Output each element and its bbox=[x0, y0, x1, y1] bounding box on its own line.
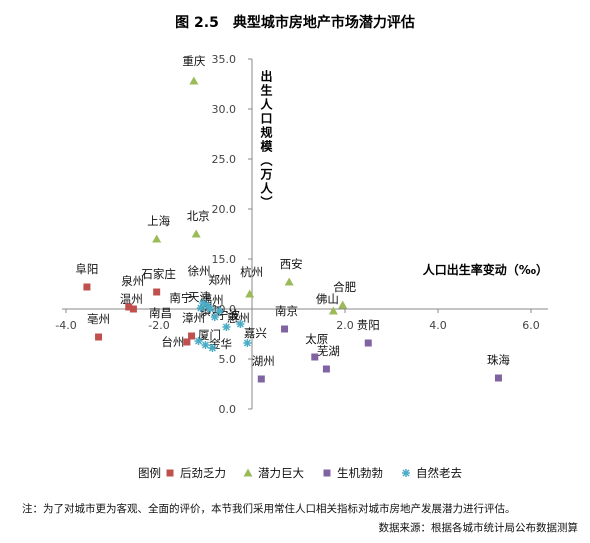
point-label: 温州 bbox=[120, 292, 143, 306]
point-marker-square bbox=[153, 288, 161, 296]
x-tick-label: 4.0 bbox=[429, 319, 447, 332]
point-label: 徐州 bbox=[188, 264, 211, 278]
point-marker-asterisk bbox=[206, 305, 215, 313]
point-marker-asterisk bbox=[196, 304, 205, 312]
point-marker-triangle bbox=[338, 300, 348, 309]
point-marker-square bbox=[183, 338, 191, 346]
footnote: 注：为了对城市更为客观、全面的评价，本节我们采用常住人口相关指标对城市房地产发展… bbox=[22, 502, 516, 515]
point-marker-asterisk bbox=[222, 323, 231, 331]
legend-title: 图例 bbox=[138, 466, 161, 480]
y-axis-label: 出生人口规模（万人） bbox=[259, 69, 273, 210]
point-label: 漳州 bbox=[182, 311, 205, 325]
point-marker-square bbox=[311, 353, 319, 361]
point-marker-asterisk bbox=[210, 313, 219, 321]
point-marker-square bbox=[125, 303, 133, 311]
point-label: 嘉兴 bbox=[244, 326, 267, 340]
point-marker-asterisk bbox=[236, 320, 245, 328]
point-label: 厦门 bbox=[198, 328, 221, 342]
point-marker-triangle bbox=[191, 229, 201, 238]
x-tick-label: -4.0 bbox=[55, 319, 76, 332]
point-marker-asterisk bbox=[243, 339, 252, 347]
point-label: 惠州 bbox=[227, 311, 250, 325]
legend-item-label: 自然老去 bbox=[416, 466, 462, 480]
x-tick-label: 6.0 bbox=[522, 319, 540, 332]
point-marker-triangle bbox=[328, 306, 338, 315]
point-label: 杭州 bbox=[240, 265, 263, 279]
y-tick-label: 30.0 bbox=[212, 103, 237, 116]
point-marker-square bbox=[83, 283, 91, 291]
point-label: 北京 bbox=[187, 209, 210, 223]
point-marker-triangle bbox=[284, 277, 294, 286]
point-marker-asterisk bbox=[215, 307, 224, 315]
point-label: 西安 bbox=[280, 257, 303, 271]
point-marker-square bbox=[323, 469, 331, 477]
point-marker-square bbox=[322, 365, 330, 373]
point-label: 重庆 bbox=[182, 54, 205, 68]
y-tick-label: 0.0 bbox=[219, 403, 237, 416]
point-marker-asterisk bbox=[194, 337, 203, 345]
point-label: 南昌 bbox=[149, 306, 172, 320]
point-marker-square bbox=[257, 375, 265, 383]
x-tick-label: 2.0 bbox=[336, 319, 354, 332]
point-label: 泉州 bbox=[121, 274, 144, 288]
y-tick-label: 20.0 bbox=[212, 203, 237, 216]
y-tick-label: 5.0 bbox=[219, 353, 237, 366]
data-source: 数据来源：根据各城市统计局公布数据测算 bbox=[379, 521, 579, 534]
point-label: 亳州 bbox=[87, 312, 110, 326]
legend-item-label: 潜力巨大 bbox=[258, 466, 304, 480]
point-label: 佛山 bbox=[316, 292, 339, 306]
point-marker-triangle bbox=[245, 289, 255, 298]
point-marker-square bbox=[188, 332, 196, 340]
point-marker-asterisk bbox=[201, 341, 210, 349]
point-label: 湖州 bbox=[252, 354, 275, 368]
point-marker-square bbox=[129, 305, 137, 313]
legend: 图例 后劲乏力 潜力巨大 生机勃勃 自然老去 bbox=[138, 466, 462, 480]
point-marker-square bbox=[494, 374, 502, 382]
legend-item-label: 生机勃勃 bbox=[337, 466, 383, 480]
point-marker-square bbox=[364, 339, 372, 347]
point-marker-triangle bbox=[243, 468, 253, 477]
point-label: 太原 bbox=[305, 332, 328, 346]
chart-title: 图 2.5 典型城市房地产市场潜力评估 bbox=[175, 14, 415, 31]
point-label: 芜湖 bbox=[317, 344, 340, 358]
point-label: 贵阳 bbox=[357, 318, 380, 332]
point-label: 上海 bbox=[147, 214, 170, 228]
y-tick-label: 35.0 bbox=[212, 53, 237, 66]
point-marker-asterisk bbox=[208, 344, 217, 352]
point-marker-square bbox=[166, 469, 174, 477]
point-marker-asterisk bbox=[402, 469, 410, 477]
data-points bbox=[83, 76, 502, 383]
point-label: 合肥 bbox=[333, 280, 356, 294]
point-marker-triangle bbox=[189, 76, 199, 85]
point-label: 天津 bbox=[188, 290, 211, 304]
x-tick-label: -2.0 bbox=[148, 319, 169, 332]
x-axis-label: 人口出生率变动（‰） bbox=[423, 262, 548, 277]
point-label: 珠海 bbox=[487, 353, 510, 367]
point-marker-square bbox=[281, 325, 289, 333]
point-label: 郑州 bbox=[208, 273, 231, 287]
point-label: 石家庄 bbox=[141, 267, 176, 281]
legend-item-label: 后劲乏力 bbox=[180, 466, 226, 480]
point-label: 南宁 bbox=[169, 291, 192, 305]
point-label: 南京 bbox=[275, 304, 298, 318]
axes: -4.0 -2.0 2.0 4.0 6.00.05.010.015.020.025.03… bbox=[55, 53, 548, 416]
point-label: 阜阳 bbox=[75, 262, 98, 276]
point-marker-triangle bbox=[152, 234, 162, 243]
point-label: 台州 bbox=[161, 335, 184, 349]
point-marker-square bbox=[95, 333, 103, 341]
y-tick-label: 25.0 bbox=[212, 153, 237, 166]
y-tick-label: 15.0 bbox=[212, 253, 237, 266]
